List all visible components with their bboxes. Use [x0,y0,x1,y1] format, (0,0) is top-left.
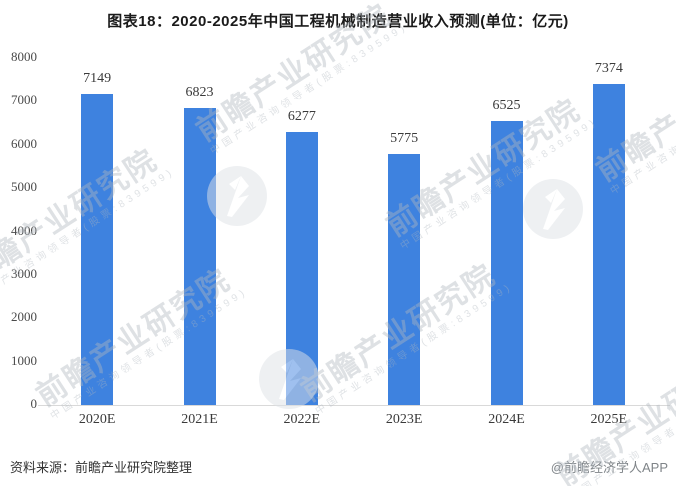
bar-2021E [183,108,216,405]
bar-2025E [592,84,625,405]
y-axis-tick-label: 6000 [11,135,37,151]
bar-2024E [490,120,523,405]
y-axis-tick-label: 3000 [11,265,37,281]
bar-2022E [285,131,318,405]
bar-value-label: 6823 [185,85,214,101]
x-axis-category-label: 2022E [283,412,321,427]
bar-value-label: 6525 [492,97,521,113]
y-axis-tick-label: 7000 [11,92,37,108]
source-note: 资料来源：前瞻产业研究院整理 [10,460,193,475]
bar-value-label: 7374 [594,61,623,77]
y-axis-tick-label: 8000 [11,49,37,64]
y-axis-tick-label: 5000 [11,179,37,195]
x-axis-category-label: 2023E [385,412,423,427]
brand-note: @前瞻经济学人APP [550,460,668,475]
y-axis-tick-label: 4000 [11,222,37,238]
x-axis-category-label: 2024E [488,412,525,427]
x-axis-category-label: 2021E [181,412,218,427]
x-axis-category-label: 2020E [78,412,116,427]
bar-value-label: 5775 [390,130,419,146]
y-axis-tick-label: 2000 [11,309,37,325]
x-axis-line [38,405,670,406]
bar-value-label: 6277 [287,108,316,124]
bar-2020E [81,93,114,405]
y-axis-tick-label: 0 [30,396,38,411]
x-axis-category-label: 2025E [590,412,628,427]
bar-2023E [388,153,421,405]
y-axis-tick-label: 1000 [11,352,37,368]
bar-value-label: 7149 [83,70,112,86]
chart-title: 图表18：2020-2025年中国工程机械制造营业收入预测(单位：亿元) [107,13,569,30]
